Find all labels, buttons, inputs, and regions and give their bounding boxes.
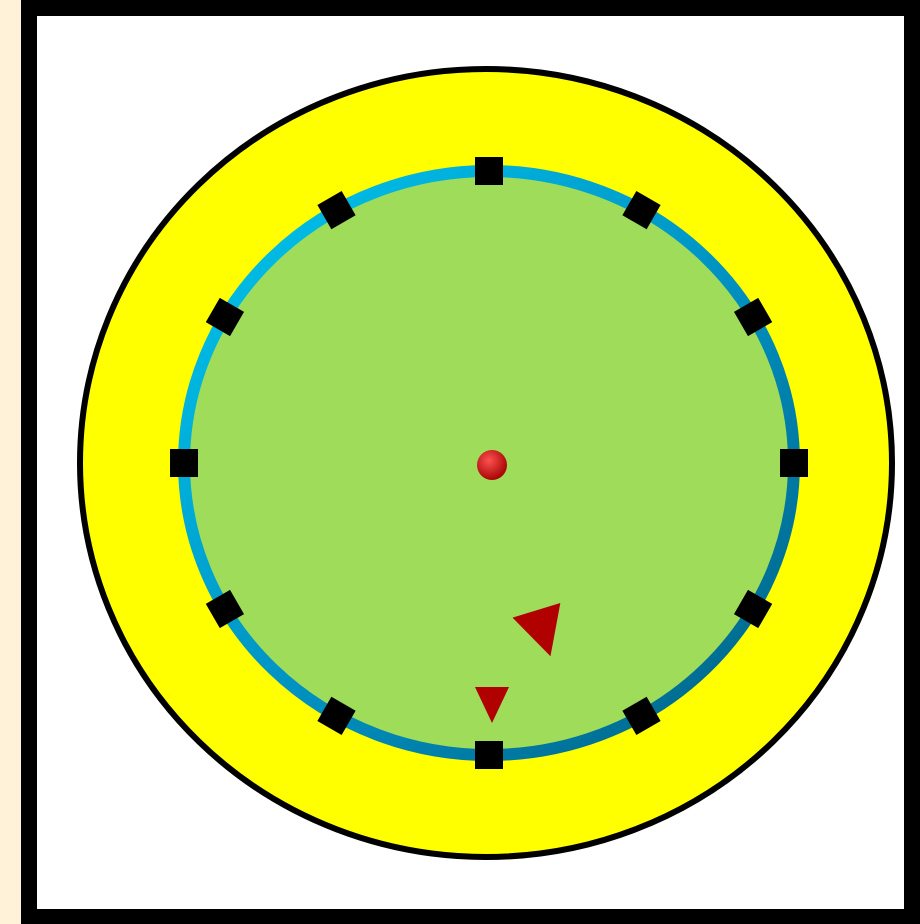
tick-mark: [733, 297, 773, 337]
tick-mark: [170, 449, 198, 477]
tick-mark: [475, 741, 503, 769]
tick-mark: [475, 157, 503, 185]
tick-mark: [205, 297, 245, 337]
tick-mark: [622, 696, 661, 736]
center-pin-icon: [477, 450, 507, 480]
tick-mark: [317, 190, 356, 230]
tick-mark: [317, 696, 356, 736]
tick-mark: [733, 589, 773, 629]
tick-mark: [205, 589, 245, 629]
tick-mark: [622, 190, 661, 230]
minute-hand-icon: [475, 460, 509, 723]
hour-ticks: [170, 157, 808, 769]
tick-mark: [780, 449, 808, 477]
hour-hand-icon: [485, 458, 561, 657]
clock-hands: [475, 458, 561, 723]
